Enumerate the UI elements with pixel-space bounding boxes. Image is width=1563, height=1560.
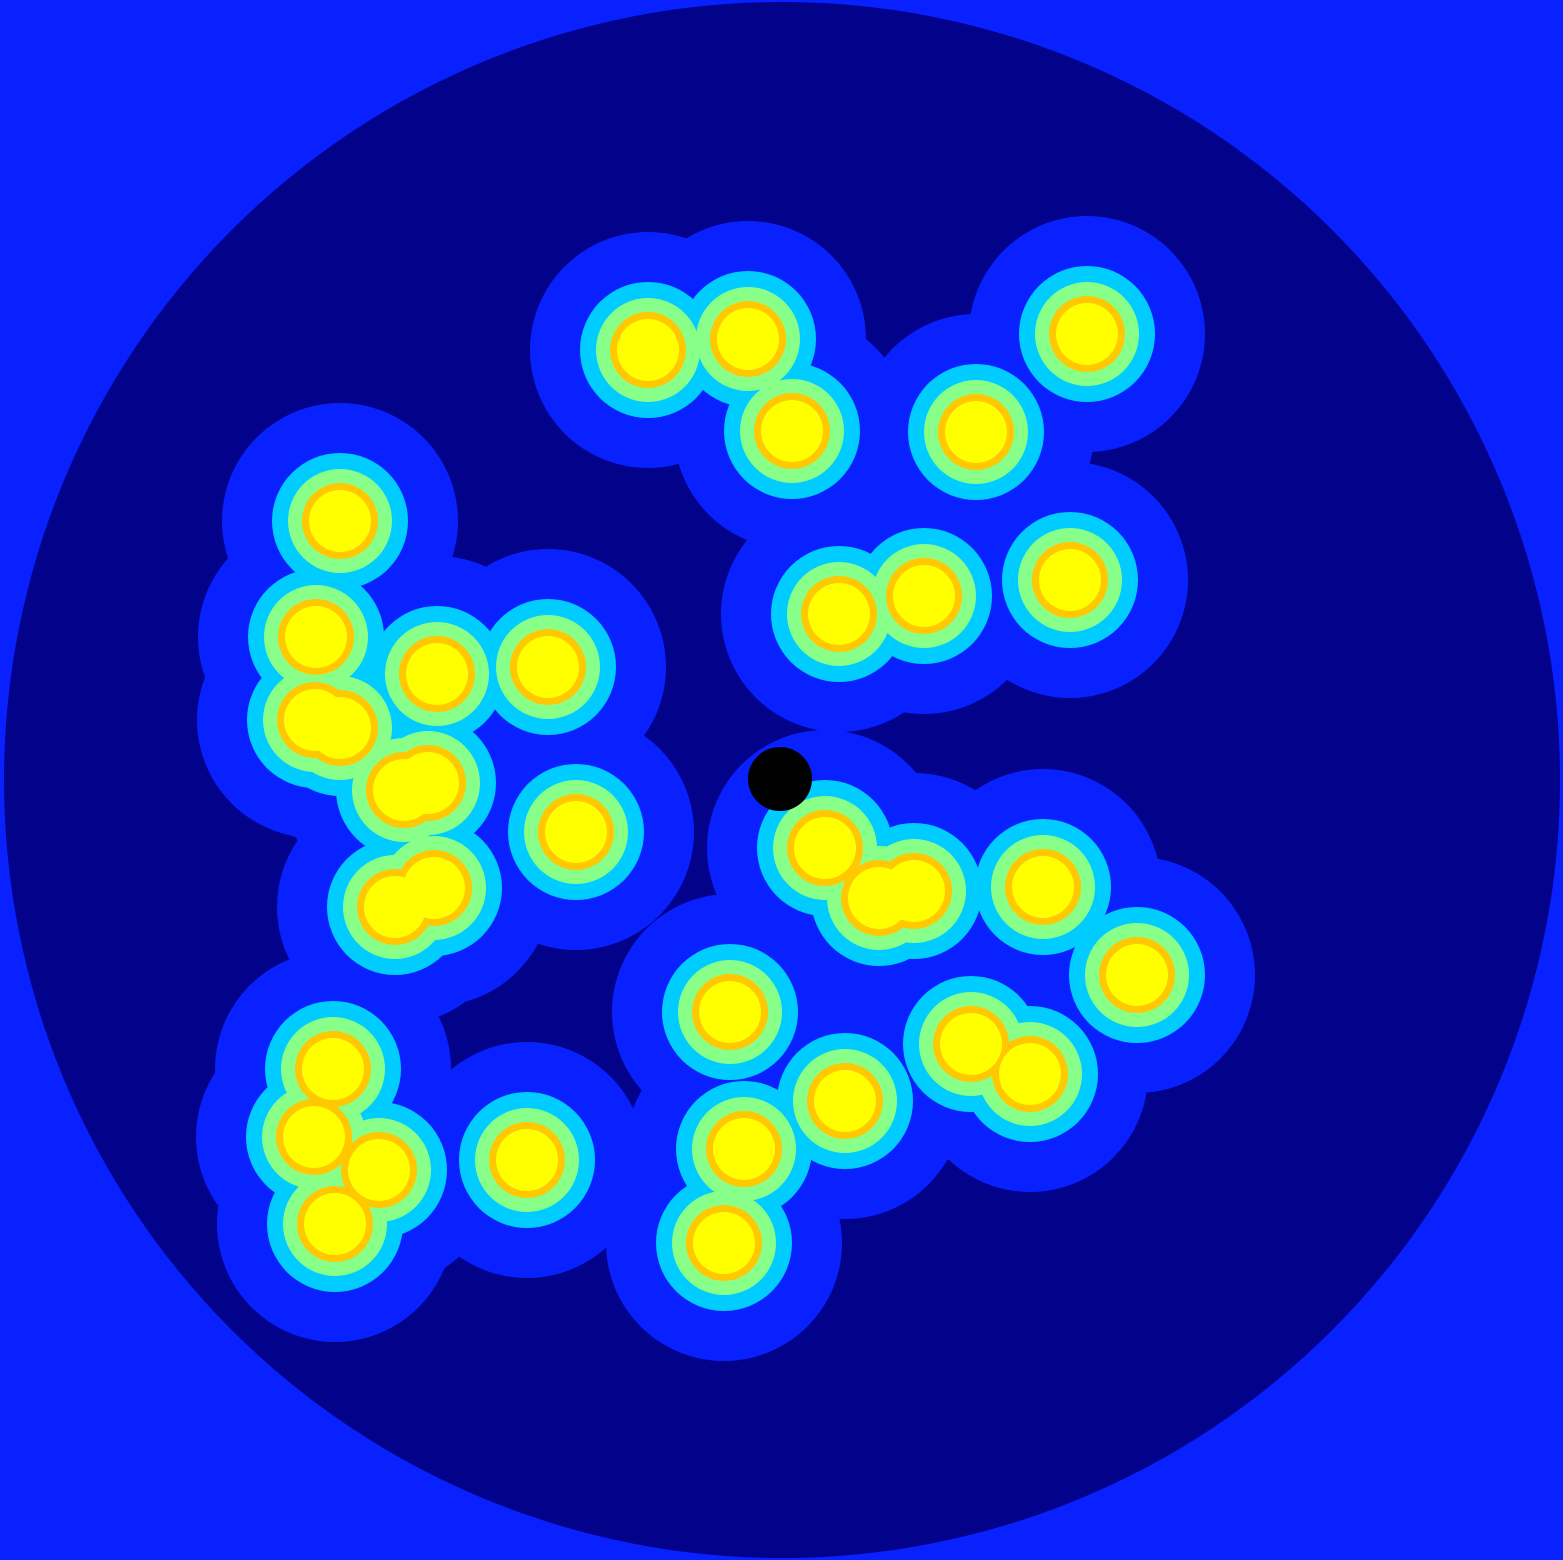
- particle-23-core: [1106, 944, 1168, 1006]
- particle-27-core: [814, 1070, 876, 1132]
- particle-6-core: [893, 565, 955, 627]
- particle-4-core: [945, 401, 1007, 463]
- particle-9-core: [285, 606, 347, 668]
- particle-5-core: [808, 583, 870, 645]
- center-marker: [748, 747, 812, 811]
- particle-0-core: [617, 319, 679, 381]
- particle-10-core: [406, 643, 468, 705]
- particle-33-core: [304, 1193, 366, 1255]
- particle-21-core: [883, 860, 945, 922]
- particle-34-core: [496, 1129, 558, 1191]
- particle-22-core: [1012, 856, 1074, 918]
- particle-3-core: [1056, 303, 1118, 365]
- particle-29-core: [693, 1212, 755, 1274]
- particle-15-core: [397, 752, 459, 814]
- particle-2-core: [761, 400, 823, 462]
- particle-32-core: [348, 1139, 410, 1201]
- particle-30-core: [302, 1038, 364, 1100]
- particle-13-core: [309, 697, 371, 759]
- particle-31-core: [283, 1106, 345, 1168]
- particle-11-core: [517, 636, 579, 698]
- particle-7-core: [1039, 549, 1101, 611]
- particle-24-core: [699, 981, 761, 1043]
- particle-28-core: [713, 1118, 775, 1180]
- particle-16-core: [545, 801, 607, 863]
- particle-8-core: [309, 490, 371, 552]
- core-layer: [283, 303, 1168, 1274]
- particle-1-core: [717, 308, 779, 370]
- particle-26-core: [999, 1043, 1061, 1105]
- particle-19-core: [794, 817, 856, 879]
- particle-18-core: [403, 857, 465, 919]
- particle-25-core: [940, 1013, 1002, 1075]
